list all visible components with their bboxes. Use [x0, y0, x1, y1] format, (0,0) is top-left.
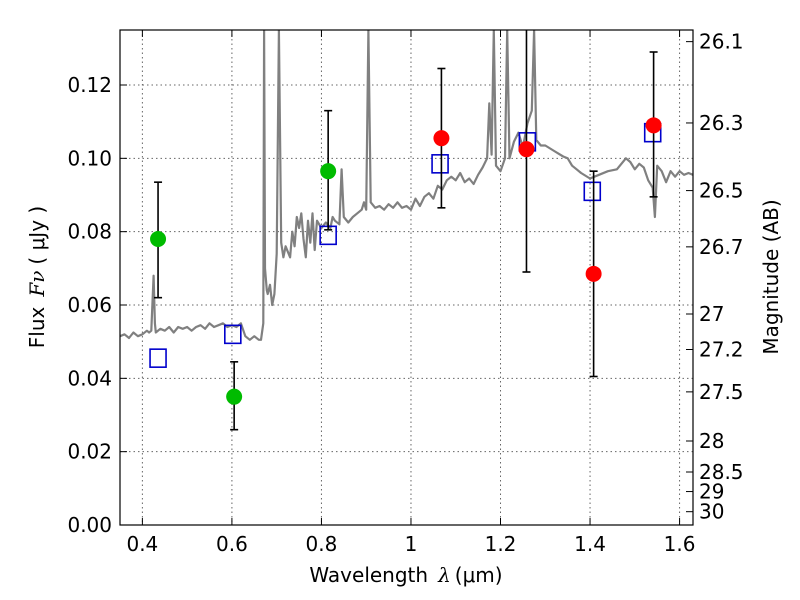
observed-point	[645, 117, 662, 134]
x-tick-label: 1.6	[664, 532, 696, 556]
plot-frame	[119, 29, 694, 526]
x-tick-label: 1.4	[574, 532, 606, 556]
model-square-marker	[431, 154, 449, 174]
model-square-marker	[224, 324, 242, 345]
mag-tick-label: 26.1	[699, 30, 744, 54]
mag-tick-label: 26.3	[699, 111, 744, 135]
y-tick-label: 0.08	[67, 220, 112, 244]
x-tick-label: 0.4	[126, 532, 158, 556]
y-tick-label: 0.00	[67, 513, 112, 537]
spectrum-line	[120, 30, 693, 341]
mag-tick-label: 27.5	[699, 380, 744, 404]
y-axis-label: FluxFν( μJy )	[25, 206, 49, 348]
y-tick-label: 0.10	[67, 146, 112, 170]
observed-point	[226, 388, 243, 405]
plot-area	[120, 30, 693, 431]
x-tick-label: 1	[405, 532, 418, 556]
model-square-marker	[583, 181, 602, 202]
grid	[120, 30, 693, 526]
observed-point	[585, 265, 602, 282]
mag-tick-label: 29	[699, 480, 724, 504]
y-tick-label: 0.04	[67, 366, 112, 390]
x-axis-label: Wavelength λ (μm)	[309, 563, 502, 587]
x-tick-label: 0.6	[216, 532, 248, 556]
mag-tick-label: 27.2	[699, 338, 744, 362]
axis-ticks: 0.4 0.6 0.8 1 1.2 1.4 1.6 0.00 0.02 0.04 0.06 0.08 0…	[67, 30, 743, 556]
model-square-marker	[149, 348, 167, 368]
mag-tick-label: 30	[699, 500, 724, 524]
x-tick-label: 0.8	[306, 532, 338, 556]
y-tick-label: 0.02	[67, 440, 112, 464]
mag-tick-label: 28	[699, 429, 724, 453]
observed-point	[433, 130, 450, 147]
right-y-axis-label: Magnitude (AB)	[759, 199, 783, 354]
mag-tick-label: 26.5	[699, 179, 744, 203]
x-tick-label: 1.2	[485, 532, 517, 556]
observed-point	[518, 141, 535, 158]
mag-tick-label: 28.5	[699, 460, 744, 484]
observed-point	[320, 163, 337, 180]
mag-tick-label: 26.7	[699, 235, 744, 259]
y-tick-label: 0.12	[67, 73, 112, 97]
observed-point	[150, 231, 167, 247]
mag-tick-label: 27	[699, 302, 724, 326]
y-tick-label: 0.06	[67, 293, 112, 317]
